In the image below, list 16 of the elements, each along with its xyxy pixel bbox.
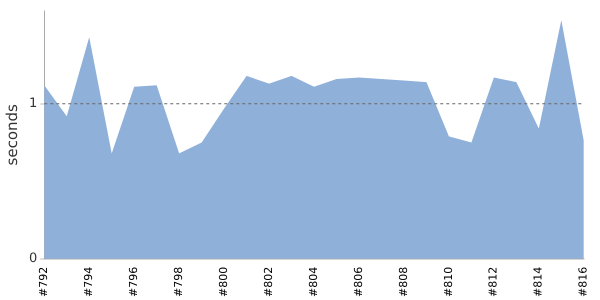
- x-tick-label: #810: [442, 266, 455, 298]
- y-axis-title: seconds: [2, 104, 21, 166]
- x-tick-label: #792: [37, 266, 50, 298]
- x-tick-label: #814: [532, 266, 545, 298]
- x-tick-label: #806: [352, 266, 365, 298]
- x-tick-label: #796: [127, 266, 140, 298]
- x-tick-label: #808: [396, 266, 410, 298]
- x-tick-label: #812: [486, 266, 500, 298]
- x-tick-label: #798: [172, 266, 186, 298]
- y-tick-label: 1: [28, 96, 38, 112]
- y-tick-label: 0: [28, 251, 38, 266]
- x-tick-label: #802: [262, 266, 275, 298]
- x-tick-label: #800: [216, 266, 230, 298]
- x-tick-label: #794: [82, 266, 96, 298]
- x-tick-label: #804: [306, 266, 320, 298]
- x-tick-label: #816: [576, 266, 590, 298]
